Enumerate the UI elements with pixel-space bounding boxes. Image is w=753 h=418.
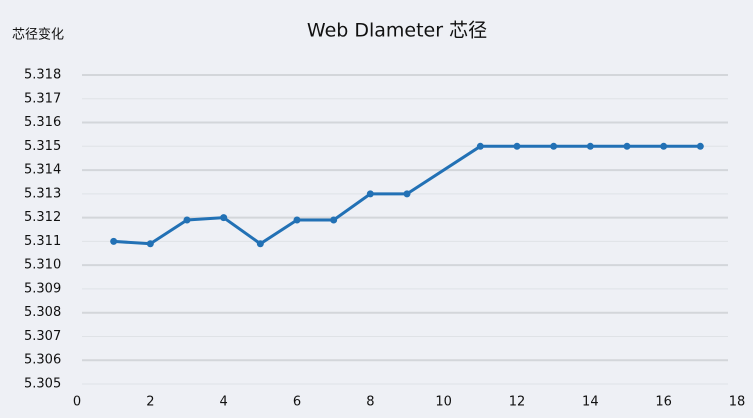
data-point [110, 237, 118, 245]
y-tick-label: 5.307 [24, 329, 61, 344]
data-point [550, 142, 558, 150]
x-tick-label: 12 [509, 395, 526, 410]
x-tick-label: 6 [293, 395, 301, 410]
data-point [256, 240, 264, 248]
data-point [330, 216, 338, 224]
y-tick-label: 5.317 [24, 91, 61, 106]
data-point [696, 142, 704, 150]
y-tick-label: 5.308 [24, 305, 61, 320]
y-tick-label: 5.305 [24, 377, 61, 392]
y-axis-label: 芯径变化 [12, 27, 64, 43]
y-tick-label: 5.316 [24, 115, 61, 130]
y-tick-label: 5.312 [24, 210, 61, 225]
data-point [183, 216, 191, 224]
x-tick-label: 8 [366, 395, 374, 410]
x-tick-label: 14 [582, 395, 599, 410]
chart-title: Web Dlameter 芯径 [307, 20, 487, 42]
x-tick-label: 0 [73, 395, 81, 410]
y-tick-label: 5.315 [24, 139, 61, 154]
x-tick-label: 16 [655, 395, 672, 410]
data-point [660, 142, 668, 150]
data-point [623, 142, 631, 150]
y-tick-label: 5.314 [24, 163, 61, 178]
y-tick-label: 5.306 [24, 353, 61, 368]
data-point [366, 190, 374, 198]
data-line [113, 144, 701, 246]
x-tick-label: 2 [146, 395, 154, 410]
x-tick-label: 10 [435, 395, 452, 410]
data-point [220, 214, 228, 222]
y-tick-label: 5.311 [24, 234, 61, 249]
data-point [586, 142, 594, 150]
x-tick-label: 18 [729, 395, 746, 410]
y-tick-label: 5.310 [24, 258, 61, 273]
data-point [513, 142, 521, 150]
data-point [403, 190, 411, 198]
data-point [146, 240, 154, 248]
x-tick-label: 4 [220, 395, 228, 410]
data-point [476, 142, 484, 150]
y-tick-label: 5.309 [24, 281, 61, 296]
y-tick-label: 5.318 [24, 68, 61, 83]
data-point [293, 216, 301, 224]
y-tick-label: 5.313 [24, 186, 61, 201]
